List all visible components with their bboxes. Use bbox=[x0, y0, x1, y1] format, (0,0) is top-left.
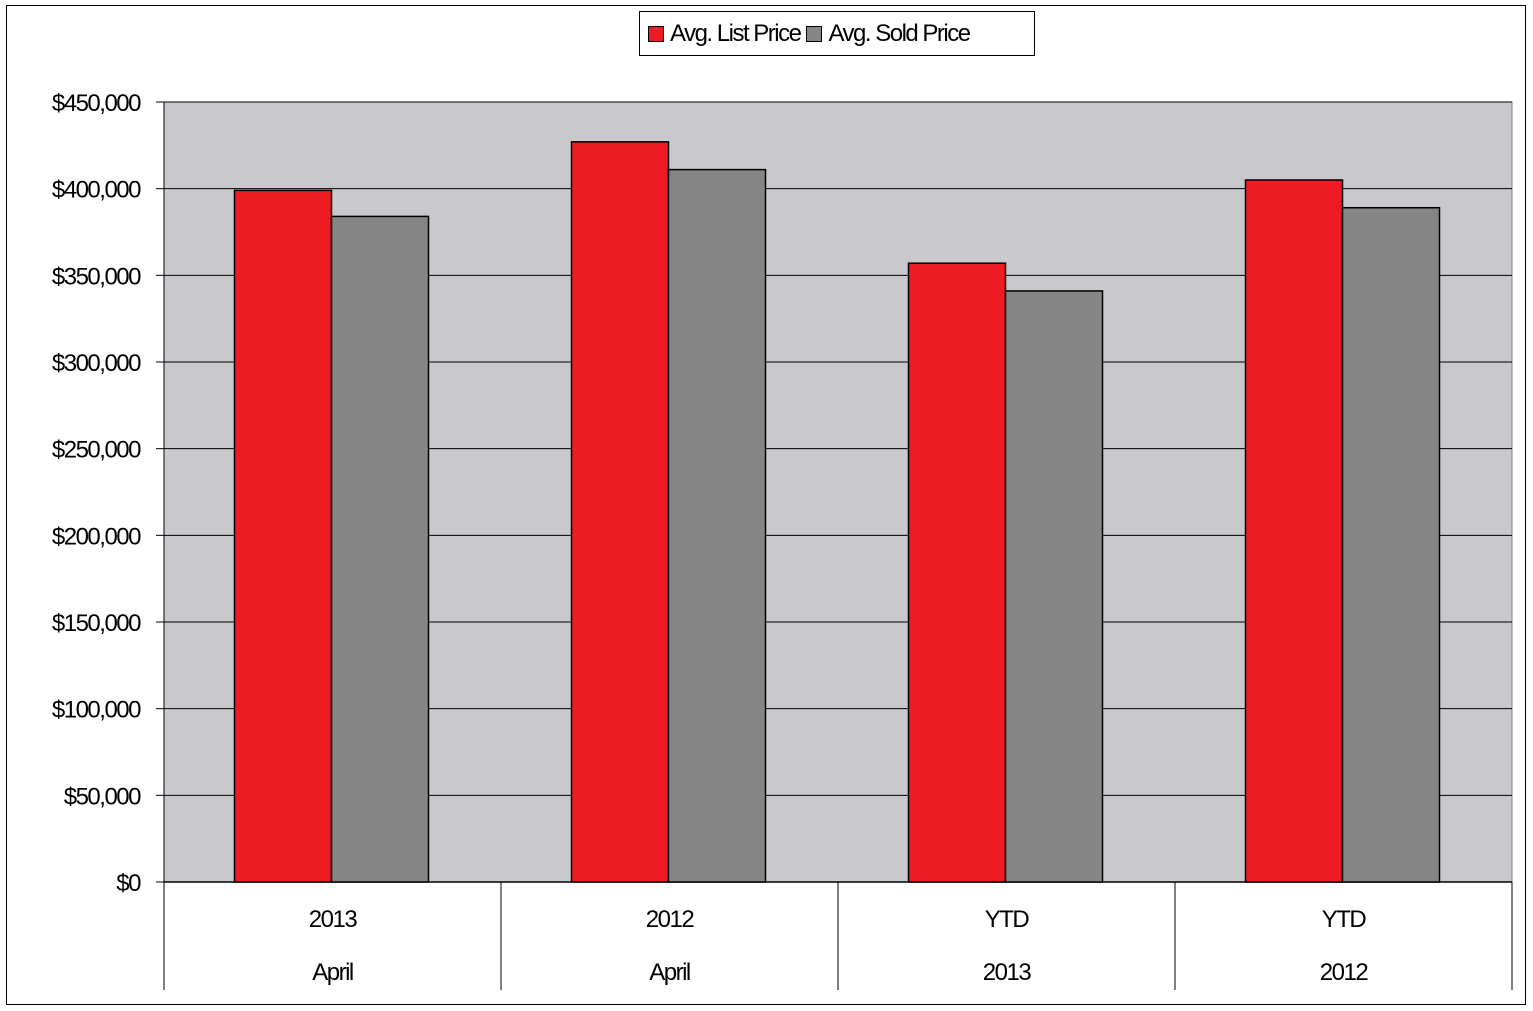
category-label-line2: 2012 bbox=[1320, 959, 1369, 986]
y-tick-label: $50,000 bbox=[64, 783, 141, 810]
category-label-line1: YTD bbox=[1322, 906, 1367, 933]
y-tick-label: $300,000 bbox=[52, 350, 141, 377]
y-tick-label: $100,000 bbox=[52, 697, 141, 724]
y-tick-label: $350,000 bbox=[52, 263, 141, 290]
bar-sold-price bbox=[1341, 206, 1441, 883]
legend-label-list-price: Avg. List Price bbox=[670, 19, 802, 47]
y-tick-label: $400,000 bbox=[52, 177, 141, 204]
legend-swatch-sold-price bbox=[806, 25, 823, 42]
category-label-line1: 2013 bbox=[309, 906, 358, 933]
category-label-line2: 2013 bbox=[983, 959, 1032, 986]
legend: Avg. List Price Avg. Sold Price bbox=[639, 11, 1035, 56]
y-tick-label: $250,000 bbox=[52, 437, 141, 464]
bar-sold-price bbox=[330, 215, 430, 883]
y-tick-label: $450,000 bbox=[52, 90, 141, 117]
bar-list-price bbox=[233, 189, 333, 883]
legend-item-sold-price: Avg. Sold Price bbox=[806, 19, 971, 48]
bar-sold-price bbox=[1004, 290, 1104, 883]
bar-list-price bbox=[1244, 179, 1344, 883]
legend-swatch-list-price bbox=[648, 25, 664, 42]
category-label-line2: April bbox=[312, 959, 353, 986]
category-label-line2: April bbox=[649, 959, 690, 986]
category-label-line1: YTD bbox=[985, 906, 1030, 933]
y-tick-label: $200,000 bbox=[52, 523, 141, 550]
category-label-line1: 2012 bbox=[646, 906, 695, 933]
bar-list-price bbox=[570, 141, 670, 883]
y-tick-label: $150,000 bbox=[52, 610, 141, 637]
legend-label-sold-price: Avg. Sold Price bbox=[828, 19, 971, 47]
bar-sold-price bbox=[667, 168, 767, 883]
bar-list-price bbox=[907, 262, 1007, 883]
legend-item-list-price: Avg. List Price bbox=[648, 19, 802, 48]
y-tick-label: $0 bbox=[116, 870, 141, 897]
